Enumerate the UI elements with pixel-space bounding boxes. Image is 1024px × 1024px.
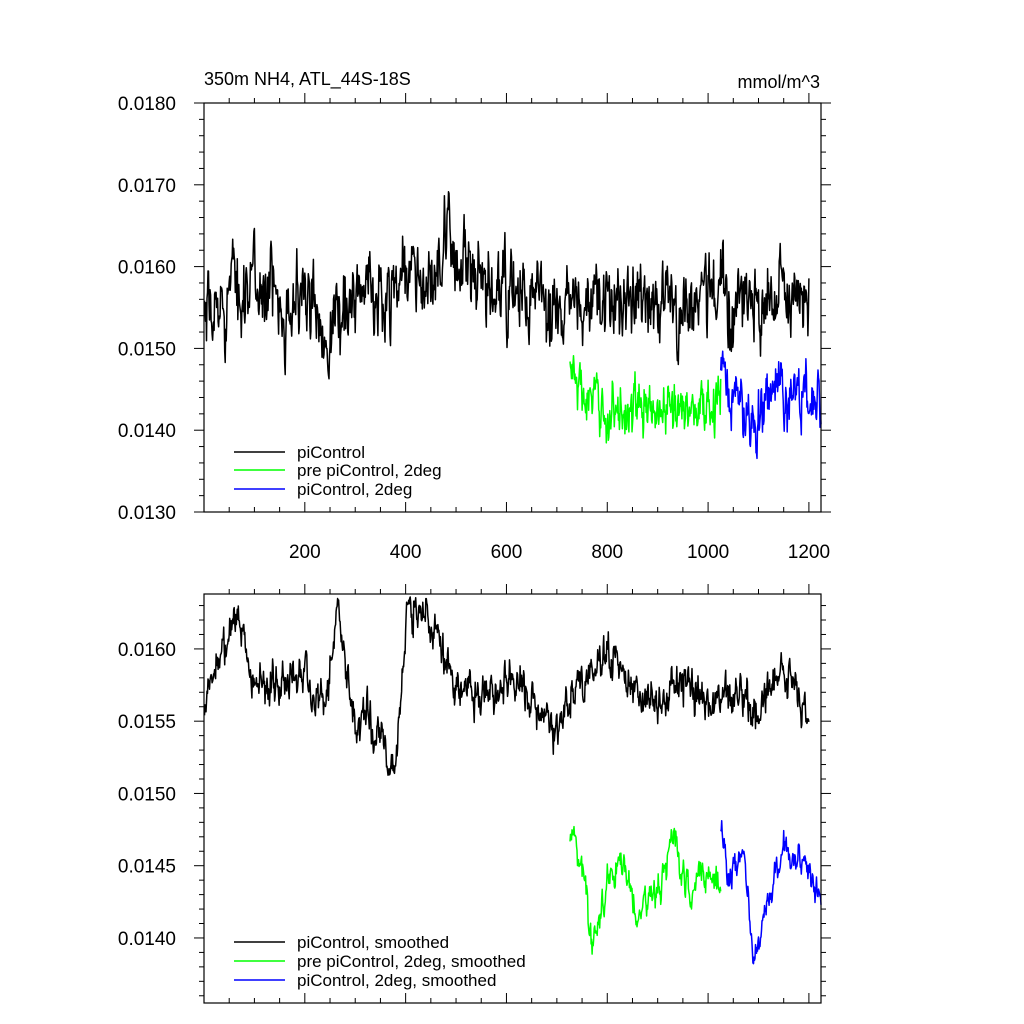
bottom-y-tick-label: 0.0150 — [118, 784, 176, 805]
top-x-tick-label: 800 — [591, 542, 623, 563]
bottom-panel-legend: piControl, smoothed pre piControl, 2deg,… — [234, 933, 526, 990]
legend-label-picontrol-2deg: piControl, 2deg — [297, 480, 412, 499]
top-panel-legend: piControl pre piControl, 2deg piControl,… — [234, 443, 442, 499]
legend-label-picontrol-2deg-smoothed: piControl, 2deg, smoothed — [297, 971, 496, 990]
bottom-series-line-1 — [203, 596, 810, 776]
top-y-tick-label: 0.0150 — [118, 339, 176, 360]
top-y-tick-label: 0.0130 — [118, 503, 176, 524]
top-panel-title: 350m NH4, ATL_44S-18S — [204, 69, 411, 90]
top-y-tick-label: 0.0180 — [118, 94, 176, 115]
top-x-tick-label: 600 — [491, 542, 523, 563]
bottom-panel: 0.0140 0.0145 0.0150 0.0155 0.0160 piControl… — [118, 584, 831, 1004]
bottom-y-tick-label: 0.0145 — [118, 857, 176, 878]
bottom-y-tick-label: 0.0160 — [118, 640, 176, 661]
top-series-line-2 — [569, 354, 722, 444]
top-series-line-3 — [719, 350, 822, 460]
top-x-tick-label: 400 — [390, 542, 422, 563]
top-panel-series — [203, 191, 822, 460]
top-x-tick-label: 200 — [289, 542, 321, 563]
legend-label-pre-picontrol-2deg-smoothed: pre piControl, 2deg, smoothed — [297, 952, 526, 971]
top-panel-units: mmol/m^3 — [738, 72, 820, 92]
top-panel-frame — [203, 102, 822, 513]
legend-label-picontrol-smoothed: piControl, smoothed — [297, 933, 449, 952]
bottom-panel-axes: 0.0140 0.0145 0.0150 0.0155 0.0160 — [118, 584, 831, 1003]
legend-label-pre-picontrol-2deg: pre piControl, 2deg — [297, 461, 442, 480]
top-y-tick-label: 0.0170 — [118, 176, 176, 197]
bottom-series-line-2 — [569, 825, 722, 955]
bottom-y-tick-label: 0.0140 — [118, 929, 176, 950]
bottom-panel-frame — [203, 593, 822, 1004]
top-y-tick-label: 0.0160 — [118, 258, 176, 279]
top-x-tick-label: 1000 — [687, 542, 729, 563]
bottom-series-line-3 — [720, 819, 822, 965]
bottom-panel-series — [203, 596, 822, 965]
top-series-line-1 — [203, 191, 810, 380]
top-panel: 350m NH4, ATL_44S-18S mmol/m^3 200 400 600… — [118, 69, 831, 563]
top-x-tick-label: 1200 — [788, 542, 830, 563]
top-panel-axes: 200 400 600 800 1000 1200 0.0130 0.0140 0.0150 0.… — [118, 93, 831, 563]
legend-label-picontrol: piControl — [297, 443, 365, 462]
bottom-y-tick-label: 0.0155 — [118, 712, 176, 733]
top-y-tick-label: 0.0140 — [118, 421, 176, 442]
